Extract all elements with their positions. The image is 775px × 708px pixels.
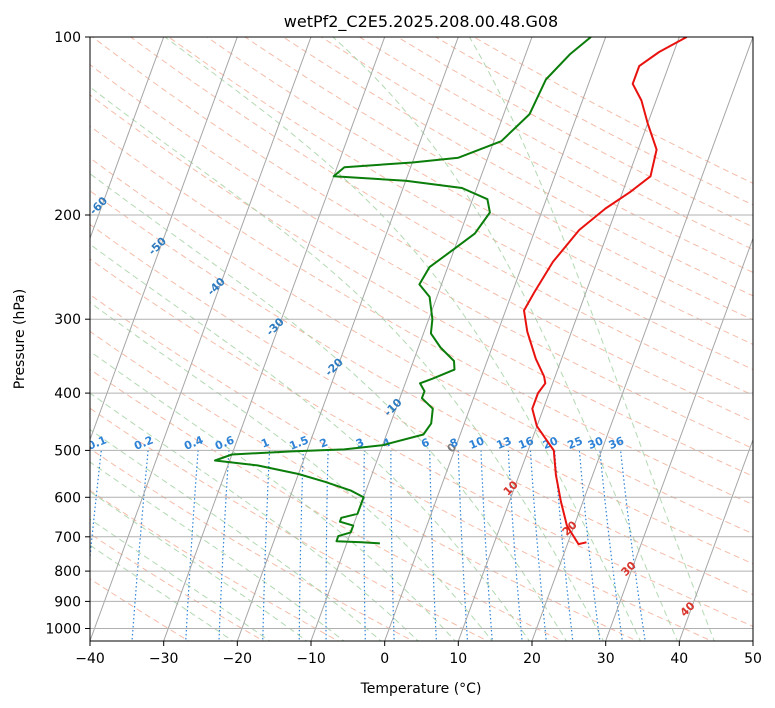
dewpoint-profile-line — [214, 37, 592, 545]
dry-adiabat-line — [90, 368, 564, 641]
mixing-ratio-line — [218, 450, 230, 641]
y-tick-label: 600 — [54, 490, 81, 506]
dry-adiabat-line — [90, 258, 753, 627]
y-tick-label: 800 — [54, 564, 81, 580]
x-tick-label: −40 — [75, 651, 105, 667]
dry-adiabats — [90, 37, 753, 641]
isotherm-line — [384, 37, 607, 641]
x-tick-label: 10 — [449, 651, 467, 667]
mixing-ratio-label: 25 — [566, 434, 585, 452]
y-tick-label: 300 — [54, 312, 81, 328]
mixing-ratio-line — [185, 450, 199, 641]
y-tick-label: 100 — [54, 30, 81, 46]
isotherm-line — [90, 37, 312, 641]
mixing-ratio-label: 13 — [494, 434, 513, 452]
mixing-ratio-line — [507, 450, 523, 641]
dry-adiabat-line — [90, 330, 639, 641]
y-axis-title: Pressure (hPa) — [12, 289, 28, 389]
isotherm-line — [236, 37, 459, 641]
dry-adiabat-line — [90, 223, 753, 596]
x-tick-label: 0 — [380, 651, 389, 667]
mixing-ratio-line — [480, 450, 493, 641]
mixing-ratio-line — [363, 450, 366, 641]
isotherm-line — [605, 236, 753, 641]
x-axis-title: Temperature (°C) — [360, 681, 482, 697]
dry-adiabat-line — [90, 64, 753, 450]
mixing-ratio-label: 16 — [517, 434, 536, 452]
mixing-ratio-label: 1 — [259, 436, 271, 451]
chart-title: wetPf2_C2E5.2025.208.00.48.G08 — [284, 12, 558, 32]
plot-area: -100-90-80-70-60-50-40-30-20-10010203040… — [90, 37, 753, 641]
x-tick-label: 40 — [670, 651, 688, 667]
y-tick-label: 700 — [54, 530, 81, 546]
x-tick-label: −30 — [149, 651, 179, 667]
x-tick-label: −10 — [296, 651, 326, 667]
isotherm-line — [90, 37, 165, 240]
y-tick-label: 200 — [54, 208, 81, 224]
plot-frame — [89, 36, 754, 642]
mixing-ratio-line — [429, 450, 438, 641]
mixing-ratio-line — [457, 450, 469, 641]
x-tick-label: 30 — [597, 651, 615, 667]
dry-adiabat-line — [90, 125, 753, 506]
dry-adiabat-line — [90, 533, 265, 641]
dry-adiabat-line — [90, 94, 753, 477]
moist-adiabat-line — [90, 350, 456, 641]
y-tick-label: 1000 — [45, 622, 81, 638]
mixing-ratio-line — [262, 450, 271, 641]
y-tick-label: 400 — [54, 386, 81, 402]
dry-adiabat-line — [167, 37, 753, 371]
isotherms — [90, 37, 753, 641]
moist-adiabat-line — [90, 173, 568, 641]
x-tick-label: −20 — [223, 651, 253, 667]
mixing-ratio-line — [325, 450, 329, 641]
dry-adiabat-line — [90, 294, 713, 641]
mixing-ratio-label: 3 — [354, 436, 366, 451]
profile-lines — [214, 37, 688, 546]
x-axis: −40 −30 −20 −10 0 10 20 30 40 50 — [75, 641, 762, 667]
mixing-ratio-label: 36 — [607, 434, 626, 452]
pressure-gridlines — [90, 37, 753, 629]
dry-adiabat-line — [90, 157, 753, 535]
y-axis: 1000 900 800 700 600 500 400 300 200 100 — [45, 30, 90, 638]
isotherm-line — [678, 438, 753, 641]
mixing-ratio-lines — [90, 450, 646, 641]
x-tick-label: 20 — [523, 651, 541, 667]
dry-adiabat-line — [206, 37, 753, 345]
x-tick-label: 50 — [744, 651, 762, 667]
isotherm-line — [163, 37, 386, 641]
temperature-profile-line — [523, 37, 688, 546]
isotherm-line — [457, 37, 680, 641]
mixing-ratio-label: 2 — [318, 436, 330, 451]
mixing-ratio-label: 10 — [467, 434, 486, 452]
isotherm-line — [310, 37, 533, 641]
y-tick-label: 900 — [54, 594, 81, 610]
dry-adiabat-line — [91, 37, 753, 423]
moist-adiabat-line — [164, 37, 641, 641]
mixing-ratio-label: 30 — [586, 434, 605, 452]
mixing-ratio-label: 8 — [448, 436, 460, 451]
isotherm-line — [90, 37, 238, 442]
isotherm-line — [531, 37, 753, 641]
mixing-ratio-line — [390, 450, 395, 641]
dry-adiabat-line — [90, 489, 340, 641]
y-tick-label: 500 — [54, 443, 81, 459]
mixing-ratio-line — [298, 450, 304, 641]
dry-adiabat-line — [129, 37, 753, 396]
